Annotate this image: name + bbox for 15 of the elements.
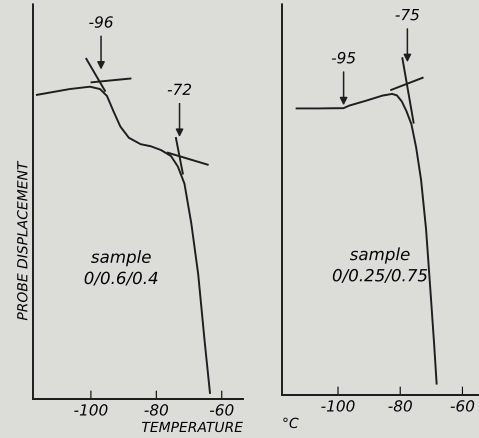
x-tick-label: -80 [144, 404, 168, 416]
annotation: -75 [396, 9, 420, 20]
annotation: sample 0/0.25/0.75 [332, 247, 428, 283]
annotation: sample 0/0.6/0.4 [84, 250, 158, 286]
x-tick-label: -80 [388, 400, 412, 412]
x-tick-label: -100 [321, 400, 355, 412]
annotation: -72 [168, 84, 192, 95]
annotation: -96 [89, 16, 113, 28]
x-tick-label: -60 [450, 400, 474, 412]
x-tick-label: -60 [210, 404, 234, 416]
x-tick-label: -100 [74, 404, 108, 416]
y-axis-title: PROBE DISPLACEMENT [17, 160, 28, 320]
x-axis-title: TEMPERATURE [142, 422, 243, 432]
annotation: -95 [332, 52, 356, 64]
x-axis-title: °C [283, 418, 299, 428]
